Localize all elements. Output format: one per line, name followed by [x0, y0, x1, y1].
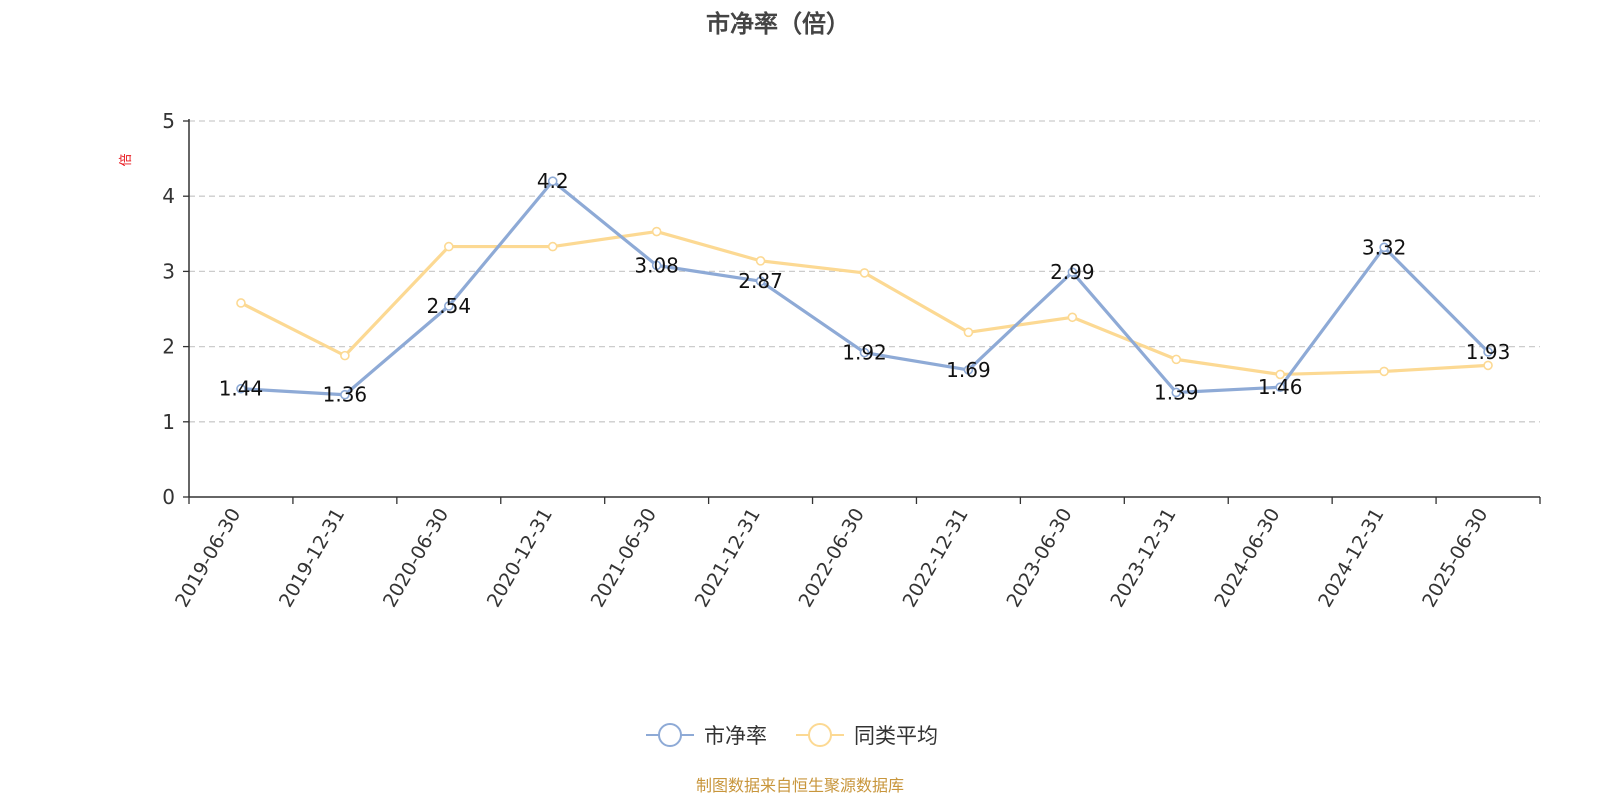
x-tick-label: 2025-06-30	[1418, 505, 1492, 612]
data-label: 3.32	[1362, 235, 1407, 259]
legend-label: 市净率	[704, 724, 767, 748]
data-point	[236, 298, 246, 308]
data-label: 1.36	[323, 383, 368, 407]
legend-item-2[interactable]: 同类平均	[796, 723, 938, 748]
data-point	[963, 327, 974, 338]
y-tick-label: 5	[162, 109, 175, 133]
source-note: 制图数据来自恒生聚源数据库	[696, 776, 904, 795]
x-tick-label: 2021-06-30	[587, 505, 661, 612]
legend-marker	[658, 723, 682, 747]
x-tick-label: 2024-06-30	[1210, 505, 1284, 612]
x-tick-label: 2024-12-31	[1314, 505, 1388, 612]
legend-item-1[interactable]: 市净率	[646, 723, 767, 748]
data-point	[651, 226, 662, 237]
y-tick-label: 1	[162, 410, 175, 434]
data-point	[340, 389, 350, 400]
x-tick-label: 2019-06-30	[171, 505, 245, 612]
data-label: 2.99	[1050, 260, 1095, 284]
data-point	[1379, 242, 1389, 253]
legend-marker	[808, 723, 832, 747]
data-point	[1275, 369, 1285, 380]
data-point	[1171, 387, 1182, 398]
data-point	[236, 383, 246, 394]
data-label: 2.54	[427, 294, 472, 318]
data-point	[444, 301, 454, 311]
data-point	[1483, 360, 1493, 371]
data-point	[963, 365, 974, 375]
data-point	[859, 268, 870, 278]
data-point	[340, 350, 350, 361]
y-tick-label: 4	[162, 184, 175, 208]
data-point	[1483, 347, 1493, 357]
x-tick-label: 2023-12-31	[1106, 505, 1180, 612]
data-label: 4.2	[537, 169, 569, 193]
x-tick-label: 2020-06-30	[379, 505, 453, 612]
data-label: 1.93	[1466, 340, 1511, 364]
legend-label: 同类平均	[854, 724, 938, 748]
y-tick-label: 2	[162, 335, 175, 359]
x-tick-label: 2021-12-31	[691, 505, 765, 612]
data-point	[1067, 312, 1078, 323]
x-tick-label: 2019-12-31	[275, 505, 349, 612]
data-label: 1.39	[1154, 380, 1199, 404]
y-axis-unit-label: 倍	[119, 153, 134, 166]
y-tick-label: 0	[162, 485, 175, 509]
x-tick-label: 2022-12-31	[898, 505, 972, 612]
data-point	[444, 241, 454, 252]
data-label: 1.69	[946, 358, 991, 382]
data-label: 1.46	[1258, 375, 1303, 399]
y-tick-label: 3	[162, 259, 175, 283]
data-label: 1.44	[219, 377, 264, 401]
data-label: 2.87	[738, 269, 783, 293]
data-point	[1067, 267, 1078, 277]
data-point	[547, 176, 558, 186]
data-point	[859, 347, 870, 358]
data-point	[547, 241, 558, 252]
data-point	[651, 260, 662, 271]
data-point	[1171, 354, 1182, 365]
data-label: 1.92	[842, 341, 887, 365]
series-layer	[236, 176, 1493, 400]
chart-title: 市净率（倍）	[706, 10, 850, 38]
data-label: 3.08	[634, 253, 679, 277]
series-1	[236, 176, 1493, 400]
data-point	[1275, 382, 1285, 393]
data-point	[755, 256, 766, 266]
data-label-layer: 1.44 1.36 2.54 4.2 3.08 2.87 1.92 1.69 2.99 1.39 1…	[219, 169, 1511, 407]
x-tick-label: 2020-12-31	[483, 505, 557, 612]
series-2	[236, 226, 1493, 380]
data-point	[1379, 366, 1389, 377]
x-tick-label: 2023-06-30	[1002, 505, 1076, 612]
x-tick-label: 2022-06-30	[795, 505, 869, 612]
legend[interactable]: 市净率 同类平均	[646, 723, 938, 748]
data-point	[755, 276, 766, 286]
